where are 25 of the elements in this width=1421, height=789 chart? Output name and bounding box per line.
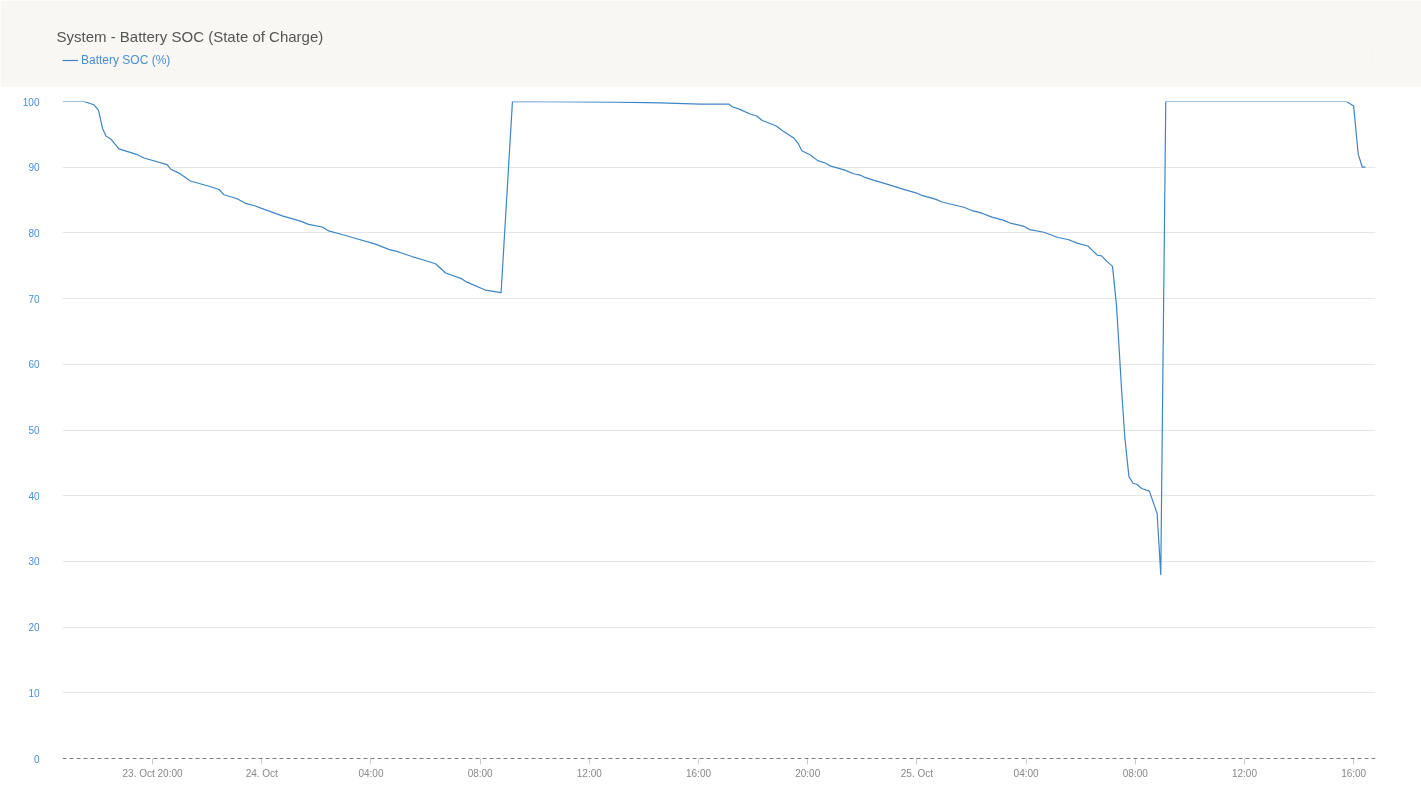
- x-tick-label: 04:00: [358, 767, 384, 779]
- x-tick-label: 16:00: [1341, 767, 1367, 779]
- y-tick-label: 20: [28, 622, 40, 634]
- x-tick-label: 12:00: [576, 767, 603, 779]
- y-tick-label: 70: [28, 293, 40, 305]
- x-tick-label: 25. Oct: [900, 767, 934, 779]
- y-tick-label: 80: [28, 227, 40, 239]
- x-tick-label: 16:00: [686, 767, 712, 779]
- x-tick-label: 24. Oct: [245, 767, 279, 779]
- x-tick-label: 08:00: [467, 767, 494, 779]
- y-tick-label: 50: [28, 425, 40, 436]
- y-tick-label: 60: [28, 359, 40, 371]
- y-tick-label: 30: [28, 556, 40, 568]
- x-tick-label: 12:00: [1231, 767, 1258, 779]
- y-tick-label: 10: [28, 687, 40, 699]
- x-tick-label: 08:00: [1122, 767, 1149, 779]
- x-tick-label: 20:00: [795, 767, 821, 779]
- legend-label: Battery SOC (%): [81, 53, 171, 67]
- y-tick-label: 0: [33, 753, 40, 765]
- y-tick-label: 90: [28, 162, 40, 174]
- x-tick-label: 23. Oct 20:00: [122, 767, 184, 779]
- y-tick-label: 100: [22, 96, 40, 108]
- y-tick-label: 40: [28, 490, 40, 502]
- chart-title: System - Battery SOC (State of Charge): [56, 27, 324, 45]
- x-tick-label: 04:00: [1013, 767, 1040, 779]
